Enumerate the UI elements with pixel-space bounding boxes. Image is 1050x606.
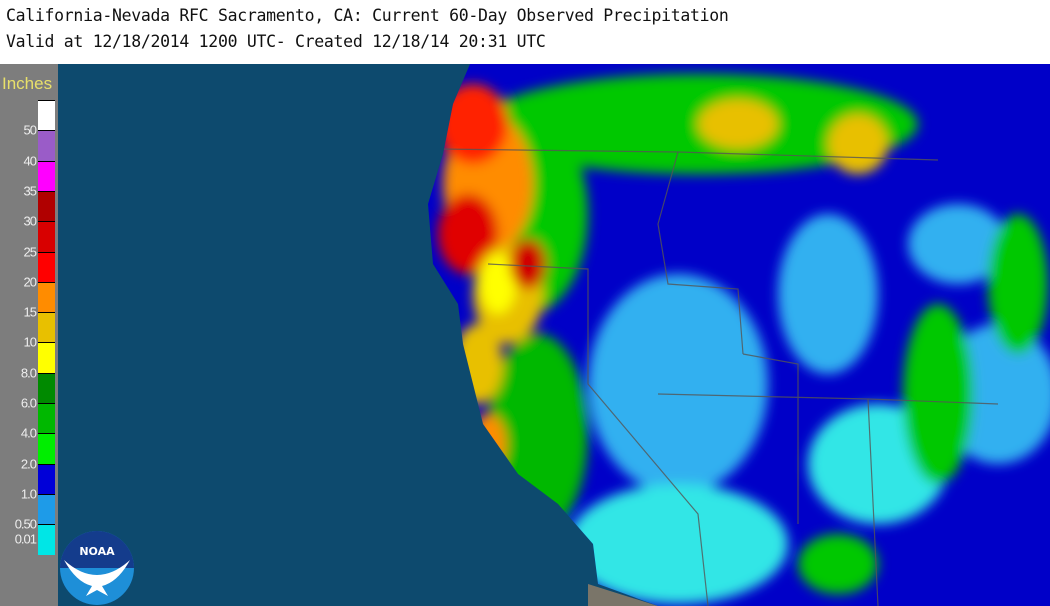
legend-swatch (38, 463, 55, 495)
legend-label: 1.0 (20, 486, 37, 502)
legend-swatch (38, 372, 55, 404)
legend-swatch (38, 160, 55, 192)
legend-label: 25 (23, 244, 38, 259)
legend-label: 6.0 (20, 395, 37, 411)
legend-label: 10 (23, 334, 38, 350)
legend-swatch (38, 342, 55, 374)
legend-swatch (38, 524, 55, 556)
legend-swatch (38, 190, 55, 223)
legend-label: 50 (23, 122, 38, 138)
legend-label: 15 (23, 304, 38, 320)
legend-label: 0.50 (14, 516, 37, 532)
legend-label: 40 (23, 153, 38, 169)
legend-units: Inches (2, 74, 53, 93)
legend-swatch (38, 100, 55, 132)
legend-label: 20 (23, 274, 38, 290)
legend-swatch (38, 493, 55, 526)
legend-label: 30 (23, 213, 38, 229)
legend-swatch (38, 130, 55, 162)
legend-label: 2.0 (20, 456, 37, 472)
map-title: California-Nevada RFC Sacramento, CA: Cu… (6, 6, 729, 25)
legend-label: 0.01 (14, 531, 37, 547)
legend-swatch (38, 312, 55, 344)
precipitation-map (58, 64, 1050, 606)
legend-label: 4.0 (20, 425, 37, 441)
noaa-logo: NOAA (60, 531, 134, 605)
legend-swatch (38, 281, 55, 314)
legend-label: 35 (23, 183, 38, 199)
map-valid-time: Valid at 12/18/2014 1200 UTC- Created 12… (6, 32, 546, 51)
legend-swatch (38, 221, 55, 253)
legend-swatch (38, 403, 55, 435)
legend-label: 8.0 (20, 365, 37, 381)
legend-swatch (38, 433, 55, 465)
legend-swatch (38, 251, 55, 283)
precip-legend: Inches 50 40 35 30 25 20 15 10 8.0 6.0 4.0 2.0 1.0 0.… (0, 64, 58, 606)
noaa-logo-text: NOAA (79, 545, 115, 558)
